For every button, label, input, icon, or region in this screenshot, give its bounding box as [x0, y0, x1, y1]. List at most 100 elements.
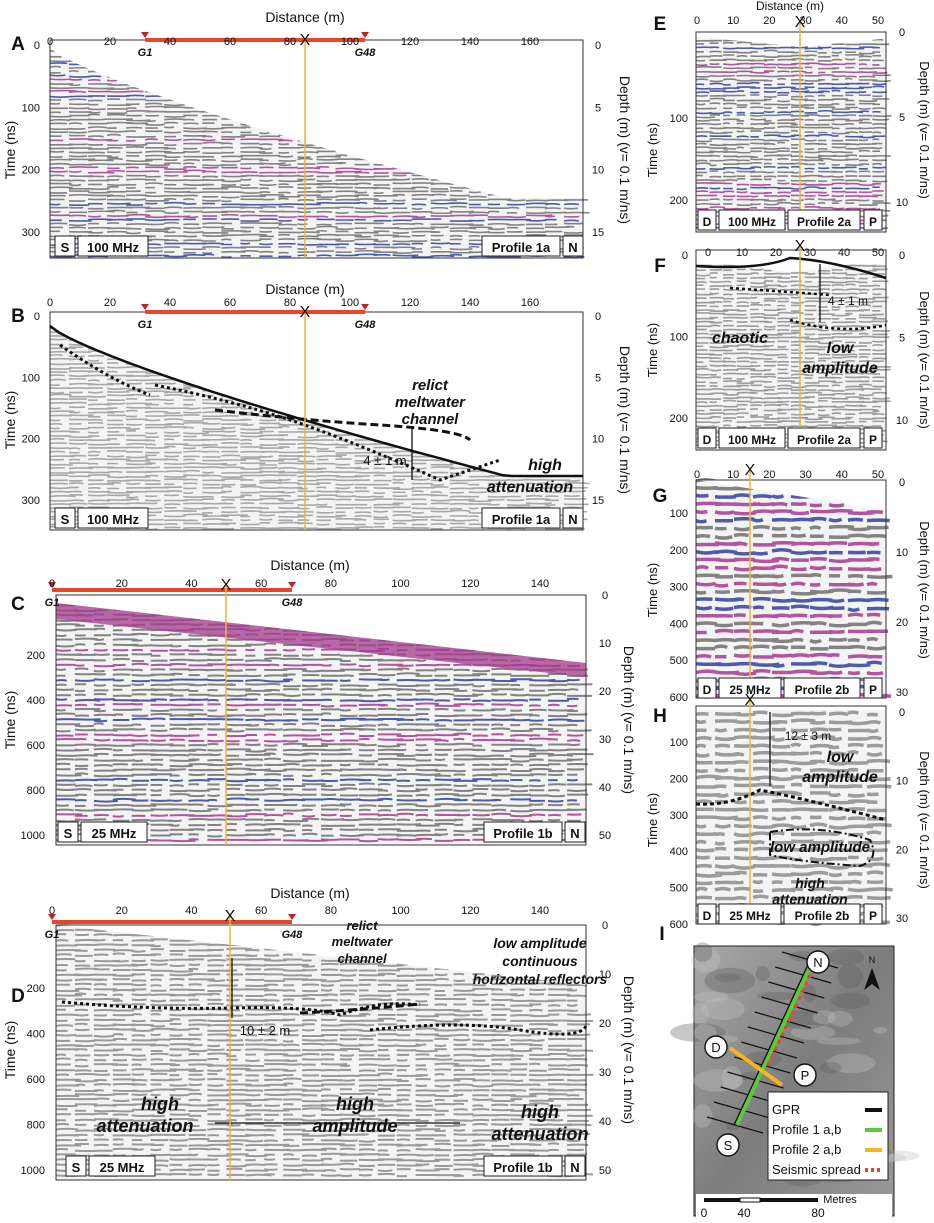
panel-b-annotation-meltwater: meltwater — [395, 394, 466, 411]
panel-a-depth-tick: 5 — [595, 102, 601, 114]
panel-h-annotation-low-amplitude: low amplitude — [770, 839, 870, 856]
panel-f-x-tick: 50 — [872, 247, 884, 259]
panel-e-radargram-reflector — [695, 74, 891, 78]
panel-a-depth-title: Depth (m) (v= 0.1 m/ns) — [617, 76, 633, 224]
panel-h-radargram-reflector — [695, 718, 881, 726]
panel-f-radargram-reflector — [695, 359, 884, 364]
panel-g-x-tick: 40 — [836, 469, 848, 481]
panel-f-dir-right: P — [869, 433, 877, 447]
panel-c-depth-tick: 0 — [602, 590, 608, 602]
panel-f-radargram-reflector — [695, 299, 888, 304]
panel-i-legend-label: Profile 1 a,b — [772, 1122, 841, 1137]
panel-c-depth-tick: 30 — [599, 734, 611, 746]
panel-f-x-tick: 0 — [705, 247, 711, 259]
panel-a-radargram-reflector — [49, 87, 139, 90]
panel-c-radargram-reflector — [55, 687, 579, 693]
panel-f-radargram-reflector — [695, 367, 891, 372]
panel-a-radargram-reflector — [49, 201, 579, 206]
panel-f-frequency-box — [718, 427, 786, 449]
panel-h-frequency-box — [718, 903, 782, 925]
panel-h-cross-mark: X — [745, 692, 756, 709]
panel-g-y-tick: 600 — [670, 692, 688, 704]
panel-g-radargram-bg — [696, 480, 886, 698]
panel-a-x-tick: 120 — [401, 36, 419, 48]
panel-d-dir-right-box — [564, 1155, 586, 1177]
panel-h-dotted-reflector — [695, 788, 887, 822]
panel-d-g1-label: G1 — [45, 929, 60, 941]
panel-g-radargram-reflector — [695, 493, 812, 499]
panel-a-radargram-reflector — [49, 102, 186, 107]
panel-d-radargram-reflector — [55, 997, 578, 1003]
panel-c-frame — [55, 594, 587, 846]
panel-e-radargram-reflector — [695, 118, 890, 122]
panel-g-y-title: Time (ns) — [645, 563, 660, 617]
panel-f-radargram-reflector — [695, 316, 886, 320]
panel-g-radargram-reflector — [695, 628, 889, 635]
panel-e-radargram-reflector — [695, 137, 880, 143]
panel-d-x-tick: 120 — [461, 905, 479, 917]
panel-f-radargram — [695, 250, 891, 450]
panel-d-radargram-reflector — [55, 1088, 586, 1093]
panel-a-x-tick: 60 — [224, 36, 236, 48]
panel-c-g48-label: G48 — [282, 597, 304, 609]
panel-d-radargram-reflector — [55, 947, 278, 953]
panel-i-terrain — [693, 991, 729, 1003]
panel-d-radargram-reflector — [55, 1067, 581, 1073]
panel-b-dotted-reflector-2 — [154, 383, 501, 482]
panel-g-x-tick: 10 — [727, 469, 739, 481]
panel-b-letter: B — [11, 306, 25, 327]
panel-g-radargram-reflector — [696, 644, 886, 651]
panel-a-y-tick: 300 — [22, 227, 40, 239]
panel-c-dir-left: S — [64, 826, 73, 841]
panel-f-profile-box — [787, 427, 861, 449]
panel-h-radargram-reflector — [695, 830, 882, 838]
panel-b-frequency-box — [77, 507, 149, 529]
panel-g-x-tick: 20 — [763, 469, 775, 481]
panel-e-frequency-box — [718, 209, 786, 231]
panel-e-radargram-reflector — [695, 109, 881, 115]
panel-h-frequency: 25 MHz — [729, 909, 770, 923]
panel-h-radargram-reflector — [695, 766, 884, 773]
panel-f-dir-right-box — [863, 427, 883, 449]
panel-d-radargram-reflector — [55, 1082, 588, 1088]
panel-c-cross-mark: X — [221, 577, 232, 594]
panel-f-radargram-reflector — [695, 403, 882, 408]
panel-b-y-tick: 200 — [22, 434, 40, 446]
panel-i-north-label: N — [869, 955, 876, 965]
panel-g-radargram-reflector — [695, 564, 882, 572]
panel-c-x-tick: 0 — [49, 578, 55, 590]
panel-d-y-tick: 200 — [27, 983, 45, 995]
panel-b-frequency: 100 MHz — [87, 512, 140, 527]
panel-c-surface-band — [56, 603, 586, 677]
panel-a-radargram-reflector — [49, 150, 336, 154]
panel-g-cross-mark: X — [745, 462, 756, 479]
panel-d-dotted-reflector-1 — [61, 1000, 421, 1017]
panel-b-depth-tick: 5 — [595, 372, 601, 384]
panel-e-x-tick: 10 — [727, 15, 739, 27]
panel-a-x-tick: 100 — [341, 36, 359, 48]
panel-a-depth-tick: 10 — [592, 165, 604, 177]
panel-f-x-tick: 40 — [838, 247, 850, 259]
panel-f-frame — [695, 249, 887, 451]
panel-i-terrain — [755, 965, 770, 982]
panel-c-x-tick: 20 — [116, 578, 128, 590]
panel-a-cross-mark: X — [300, 32, 311, 49]
panel-h-depth-tick: 0 — [899, 707, 905, 719]
panel-d-g1-marker — [48, 914, 56, 920]
panel-c-x-tick: 60 — [255, 578, 267, 590]
panel-b-depth-tick: 10 — [592, 434, 604, 446]
panel-c-g1-label: G1 — [45, 597, 60, 609]
panel-d-annotation-high-1: high — [141, 1094, 179, 1114]
panel-f-radargram-reflector — [695, 296, 889, 300]
panel-f-radargram-reflector — [695, 375, 886, 380]
panel-e-x-tick: 30 — [799, 15, 811, 27]
panel-d-radargram-reflector — [55, 1112, 593, 1118]
panel-d-dir-right: N — [570, 1160, 579, 1175]
panel-d-depth-tick: 40 — [599, 1116, 611, 1128]
panel-d-radargram-reflector — [55, 1117, 589, 1123]
panel-h-radargram-reflector — [695, 790, 879, 798]
panel-c-letter: C — [11, 594, 25, 615]
panel-d-g48-label: G48 — [282, 929, 304, 941]
panel-f-radargram-reflector — [695, 391, 888, 397]
panel-c-radargram-reflector — [55, 672, 589, 678]
